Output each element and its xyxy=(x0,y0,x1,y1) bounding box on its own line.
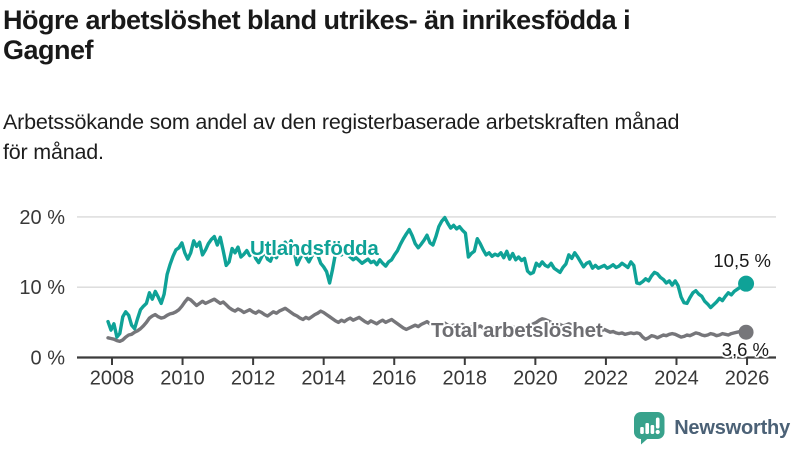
chart-subtitle: Arbetssökande som andel av den registerb… xyxy=(3,107,795,167)
newsworthy-logo[interactable]: Newsworthy xyxy=(633,411,790,445)
x-tick-label: 2008 xyxy=(90,368,135,390)
title-line-1: Högre arbetslöshet bland utrikes- än inr… xyxy=(3,5,631,35)
y-tick-label: 20 % xyxy=(19,207,65,229)
x-tick-label: 2010 xyxy=(160,368,205,390)
newsworthy-wordmark: Newsworthy xyxy=(674,416,790,439)
x-tick-label: 2012 xyxy=(231,368,276,390)
y-tick-label: 10 % xyxy=(19,277,65,299)
page-title: Högre arbetslöshet bland utrikes- än inr… xyxy=(3,5,789,65)
end-value-label-utlandsfodda: 10,5 % xyxy=(713,250,771,271)
x-tick-label: 2014 xyxy=(301,368,346,390)
end-value-label-total: 3,6 % xyxy=(721,339,769,360)
x-tick-label: 2016 xyxy=(372,368,417,390)
x-tick-label: 2018 xyxy=(443,368,488,390)
subtitle-line-1: Arbetssökande som andel av den registerb… xyxy=(3,110,680,134)
series-line-total xyxy=(106,296,748,343)
newsworthy-bubble-chart-icon xyxy=(633,411,666,445)
series-label-total-arbetsloshet: Total arbetslöshet xyxy=(431,319,603,342)
x-tick-label: 2024 xyxy=(654,368,699,390)
endpoint-dot-utlandsfodda xyxy=(738,275,755,292)
x-tick-label: 2020 xyxy=(513,368,558,390)
endpoint-dot-total xyxy=(738,324,754,340)
series-line-utlandsfodda xyxy=(106,215,748,339)
title-line-2: Gagnef xyxy=(3,35,94,65)
x-tick-label: 2022 xyxy=(584,368,629,390)
subtitle-line-2: för månad. xyxy=(3,140,104,164)
y-tick-label: 0 % xyxy=(31,348,66,370)
series-label-utlandsfodda: Utlandsfödda xyxy=(250,237,379,260)
x-tick-label: 2026 xyxy=(725,368,770,390)
